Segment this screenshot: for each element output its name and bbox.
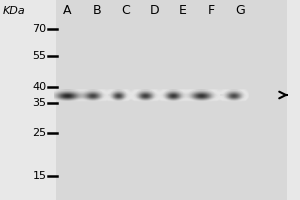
Text: KDa: KDa <box>3 6 26 16</box>
Text: G: G <box>235 3 245 17</box>
Text: B: B <box>93 3 102 17</box>
Text: D: D <box>150 3 159 17</box>
Text: 35: 35 <box>32 98 46 108</box>
Text: 25: 25 <box>32 128 46 138</box>
Text: F: F <box>208 3 215 17</box>
Text: A: A <box>63 3 72 17</box>
Text: 15: 15 <box>32 171 46 181</box>
Bar <box>56 0 286 200</box>
Text: C: C <box>122 3 130 17</box>
Text: 40: 40 <box>32 82 46 92</box>
Text: 70: 70 <box>32 24 46 34</box>
Text: 55: 55 <box>32 51 46 61</box>
Text: E: E <box>179 3 187 17</box>
